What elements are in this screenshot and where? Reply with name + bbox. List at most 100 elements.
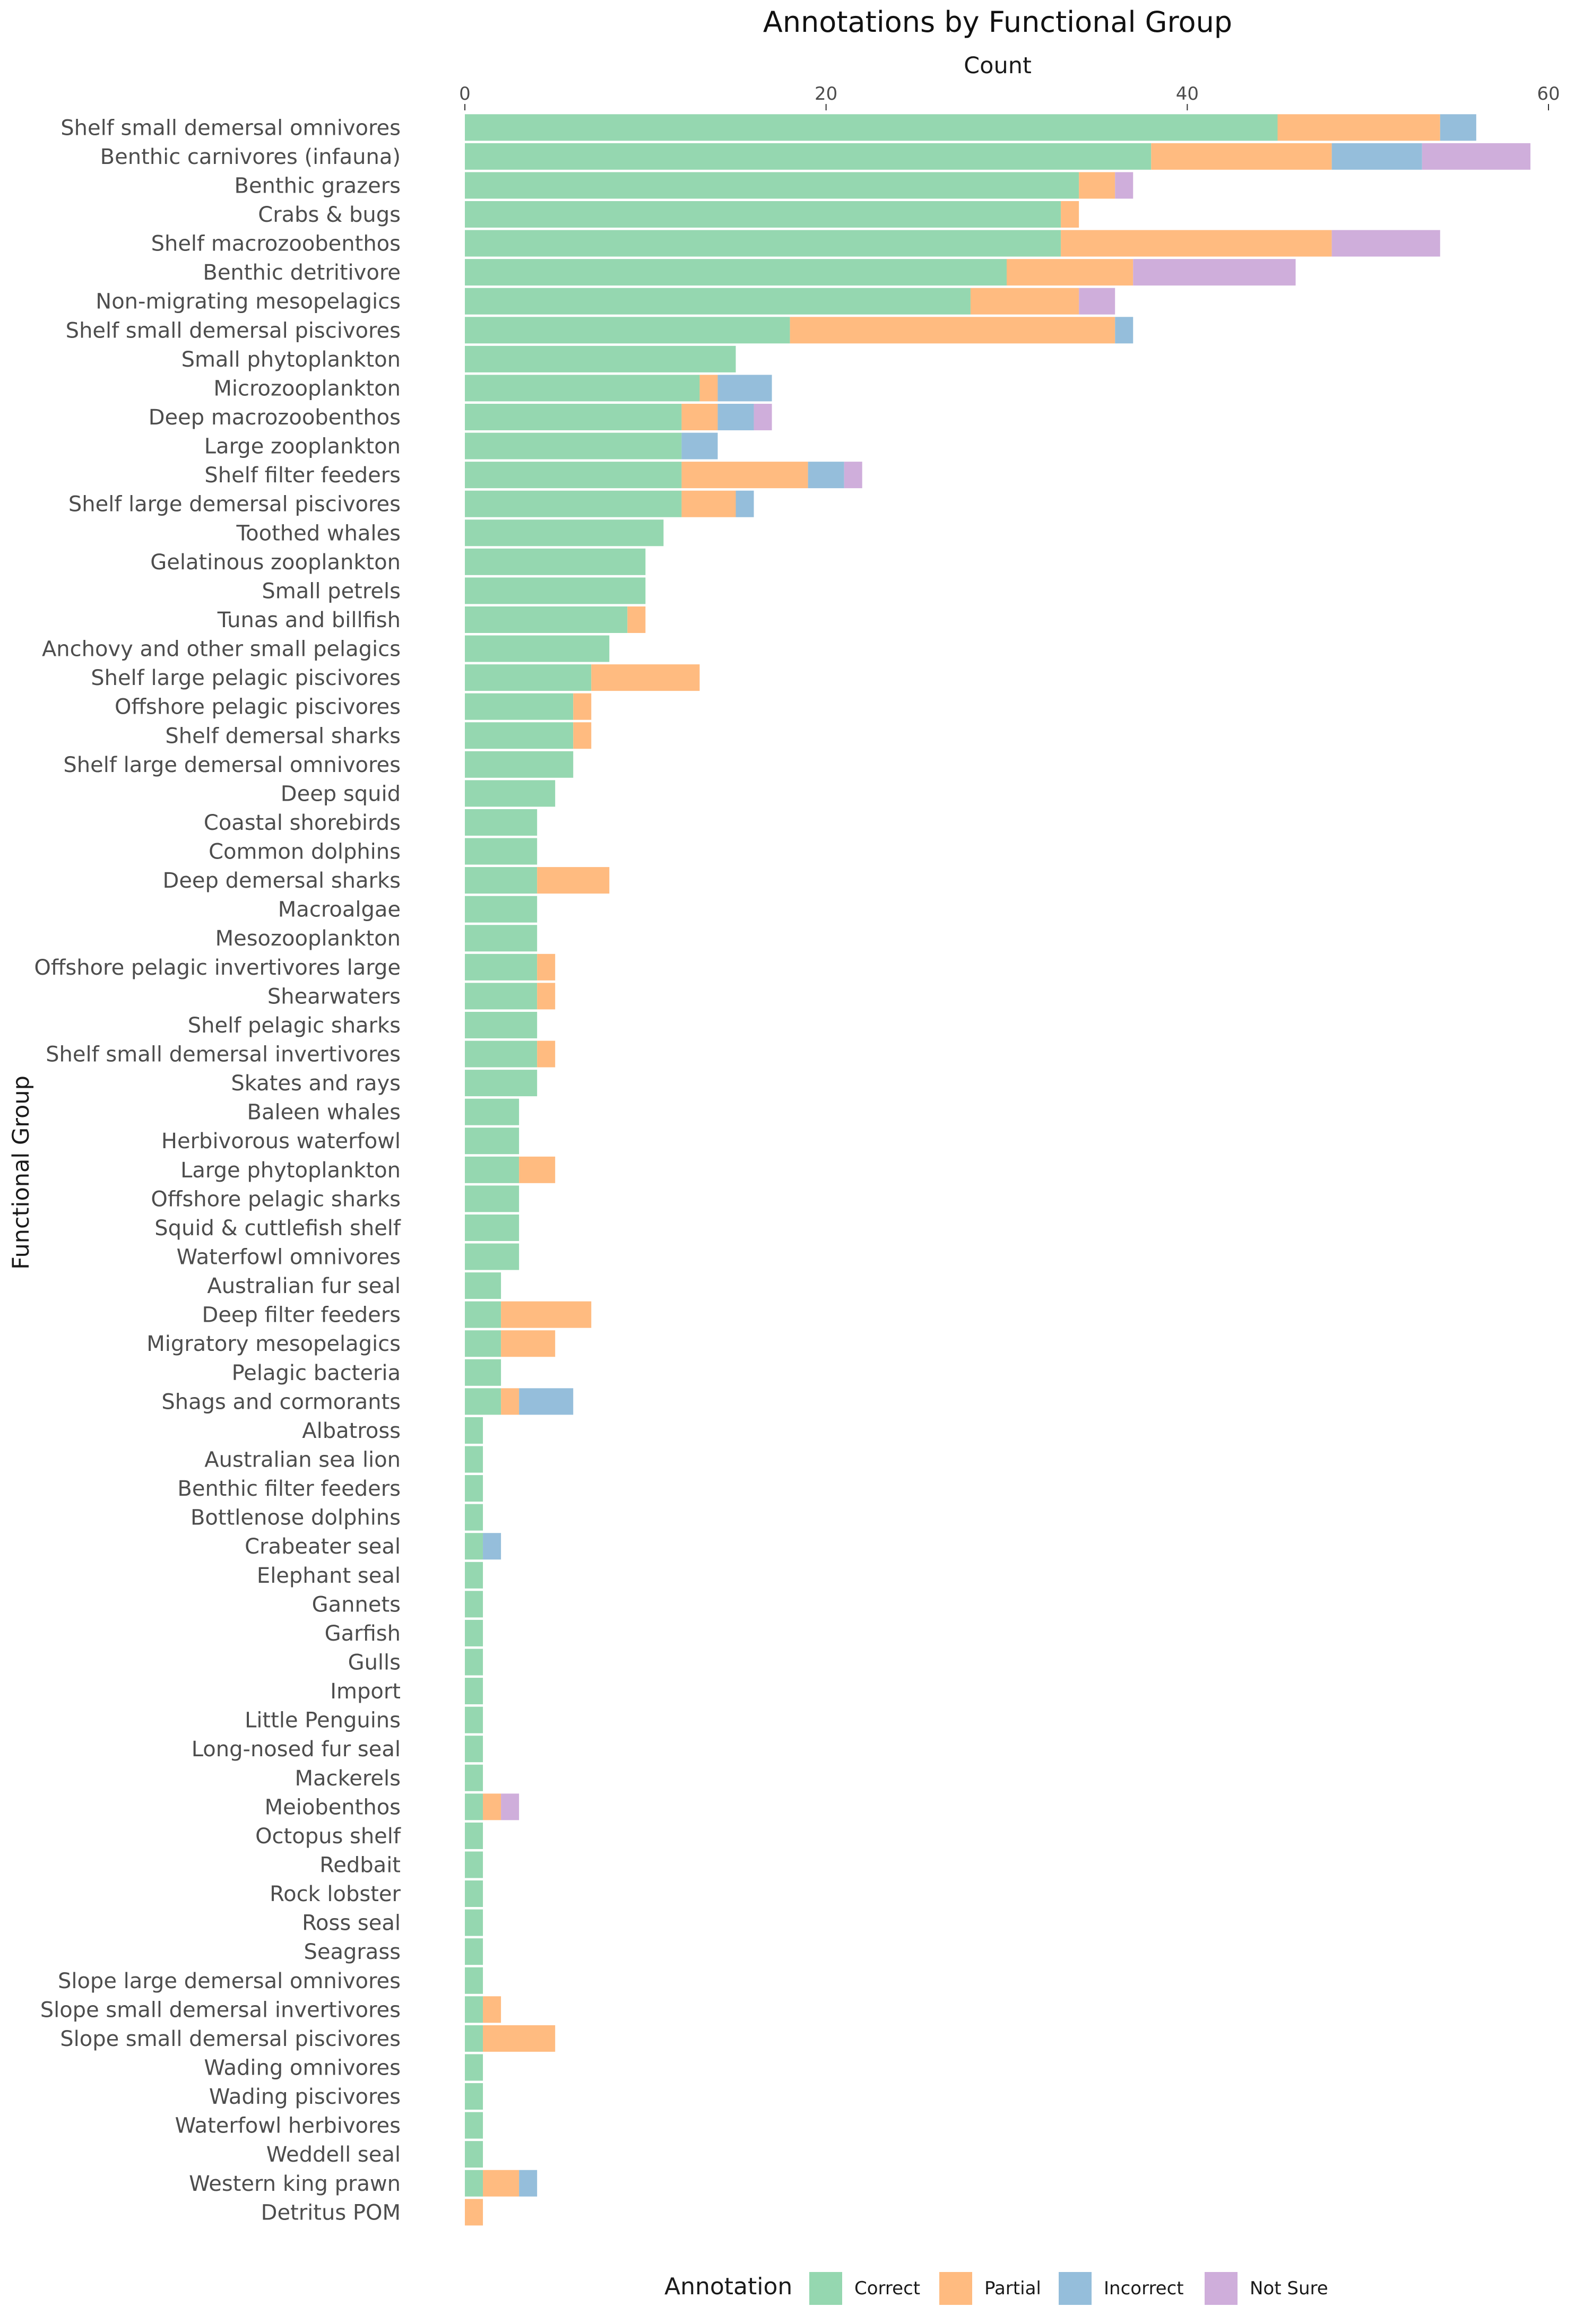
bar-partial-slope-small-demersal-piscivores	[483, 2025, 556, 2052]
legend-label-partial: Partial	[984, 2278, 1041, 2299]
bar-correct-shearwaters	[465, 983, 538, 1010]
chart-title: Annotations by Functional Group	[763, 5, 1232, 39]
category-label: Waterfowl omnivores	[177, 1245, 401, 1270]
bar-correct-wading-omnivores	[465, 2054, 483, 2081]
category-label: Migratory mesopelagics	[146, 1332, 401, 1356]
category-label: Elephant seal	[257, 1564, 401, 1588]
category-label: Slope small demersal invertivores	[40, 1998, 401, 2022]
bar-partial-shags-and-cormorants	[501, 1388, 520, 1415]
bar-correct-rock-lobster	[465, 1880, 483, 1907]
bar-correct-small-petrels	[465, 577, 646, 604]
bar-partial-benthic-carnivores-infauna	[1151, 143, 1332, 170]
bar-not-sure-shelf-macrozoobenthos	[1331, 230, 1440, 257]
bar-correct-non-migrating-mesopelagics	[465, 288, 971, 315]
category-label: Benthic grazers	[235, 174, 401, 198]
bar-correct-western-king-prawn	[465, 2170, 483, 2197]
bar-partial-offshore-pelagic-piscivores	[573, 693, 592, 720]
bar-partial-deep-macrozoobenthos	[681, 403, 718, 430]
bar-correct-mackerels	[465, 1764, 483, 1791]
category-label: Offshore pelagic sharks	[151, 1187, 401, 1211]
bar-incorrect-shelf-large-demersal-piscivores	[736, 490, 754, 517]
bar-correct-shelf-small-demersal-piscivores	[465, 317, 790, 344]
bar-correct-waterfowl-herbivores	[465, 2112, 483, 2139]
category-label: Deep squid	[281, 782, 401, 806]
category-label: Shelf large pelagic piscivores	[91, 666, 401, 690]
bar-correct-small-phytoplankton	[465, 345, 736, 372]
bar-correct-garfish	[465, 1619, 483, 1646]
bar-correct-bottlenose-dolphins	[465, 1504, 483, 1531]
category-label: Mesozooplankton	[215, 926, 401, 951]
category-label: Long-nosed fur seal	[192, 1737, 401, 1762]
bar-incorrect-shelf-filter-feeders	[808, 462, 844, 489]
bar-correct-australian-fur-seal	[465, 1272, 501, 1299]
category-label: Shearwaters	[267, 984, 401, 1009]
bar-correct-slope-small-demersal-invertivores	[465, 1996, 483, 2023]
bar-partial-shelf-demersal-sharks	[573, 722, 592, 749]
category-label: Benthic detritivore	[203, 261, 401, 285]
category-label: Gulls	[348, 1650, 401, 1675]
bar-correct-large-phytoplankton	[465, 1156, 520, 1183]
bar-partial-western-king-prawn	[483, 2170, 520, 2197]
category-label: Benthic filter feeders	[177, 1477, 401, 1501]
legend-title: Annotation	[664, 2273, 792, 2300]
category-label: Bottlenose dolphins	[191, 1506, 401, 1530]
category-label: Small phytoplankton	[181, 348, 401, 372]
bar-correct-deep-demersal-sharks	[465, 867, 538, 894]
bar-not-sure-non-migrating-mesopelagics	[1079, 288, 1115, 315]
bar-not-sure-deep-macrozoobenthos	[754, 403, 772, 430]
legend-key-not-sure	[1205, 2272, 1238, 2305]
x-tick-label: 0	[459, 83, 471, 105]
category-label: Little Penguins	[245, 1709, 401, 1733]
bar-correct-long-nosed-fur-seal	[465, 1736, 483, 1763]
category-label: Pelagic bacteria	[232, 1361, 401, 1385]
category-label: Offshore pelagic piscivores	[115, 695, 401, 719]
category-labels: Shelf small demersal omnivores Benthic ca…	[34, 116, 401, 2225]
bar-partial-large-phytoplankton	[519, 1156, 556, 1183]
bar-correct-pelagic-bacteria	[465, 1359, 501, 1386]
category-label: Shags and cormorants	[161, 1390, 401, 1414]
bar-correct-waterfowl-omnivores	[465, 1243, 520, 1270]
category-label: Rock lobster	[270, 1882, 401, 1906]
bar-correct-shelf-large-demersal-omnivores	[465, 751, 574, 778]
category-label: Deep macrozoobenthos	[149, 405, 401, 430]
bar-correct-benthic-grazers	[465, 172, 1079, 199]
x-tick-label: 40	[1176, 83, 1199, 105]
category-label: Shelf large demersal omnivores	[63, 753, 401, 777]
category-label: Crabeater seal	[245, 1534, 401, 1559]
bar-partial-slope-small-demersal-invertivores	[483, 1996, 501, 2023]
category-label: Import	[330, 1679, 401, 1704]
category-label: Mackerels	[295, 1766, 401, 1791]
category-label: Offshore pelagic invertivores large	[34, 956, 401, 980]
bar-correct-shelf-large-pelagic-piscivores	[465, 664, 592, 691]
bar-correct-offshore-pelagic-invertivores-large	[465, 953, 538, 981]
category-label: Coastal shorebirds	[204, 811, 401, 835]
bar-partial-shelf-large-pelagic-piscivores	[591, 664, 700, 691]
category-label: Large phytoplankton	[180, 1158, 401, 1183]
legend-key-partial	[939, 2272, 972, 2305]
bar-partial-detritus-pom	[465, 2199, 483, 2226]
bar-correct-mesozooplankton	[465, 925, 538, 952]
bar-correct-macroalgae	[465, 896, 538, 923]
bar-incorrect-shelf-small-demersal-piscivores	[1115, 317, 1134, 344]
bar-partial-microzooplankton	[699, 375, 718, 402]
bar-correct-elephant-seal	[465, 1562, 483, 1589]
legend: Annotation Correct Partial Incorrect Not Su…	[664, 2272, 1328, 2305]
bar-partial-deep-demersal-sharks	[537, 867, 610, 894]
bar-correct-redbait	[465, 1851, 483, 1878]
category-label: Seagrass	[304, 1940, 401, 1964]
bar-correct-benthic-carnivores-infauna	[465, 143, 1152, 170]
bar-partial-offshore-pelagic-invertivores-large	[537, 953, 556, 981]
bar-correct-coastal-shorebirds	[465, 809, 538, 836]
category-label: Wading omnivores	[204, 2056, 401, 2080]
bar-incorrect-deep-macrozoobenthos	[717, 403, 754, 430]
bar-correct-seagrass	[465, 1938, 483, 1965]
bar-correct-herbivorous-waterfowl	[465, 1128, 520, 1155]
bar-partial-shelf-small-demersal-piscivores	[790, 317, 1115, 344]
category-label: Shelf small demersal invertivores	[46, 1043, 401, 1067]
category-label: Detritus POM	[261, 2200, 401, 2225]
category-label: Tunas and billfish	[217, 608, 401, 632]
bar-correct-ross-seal	[465, 1909, 483, 1936]
legend-label-not-sure: Not Sure	[1250, 2278, 1328, 2299]
category-label: Wading piscivores	[209, 2085, 401, 2109]
